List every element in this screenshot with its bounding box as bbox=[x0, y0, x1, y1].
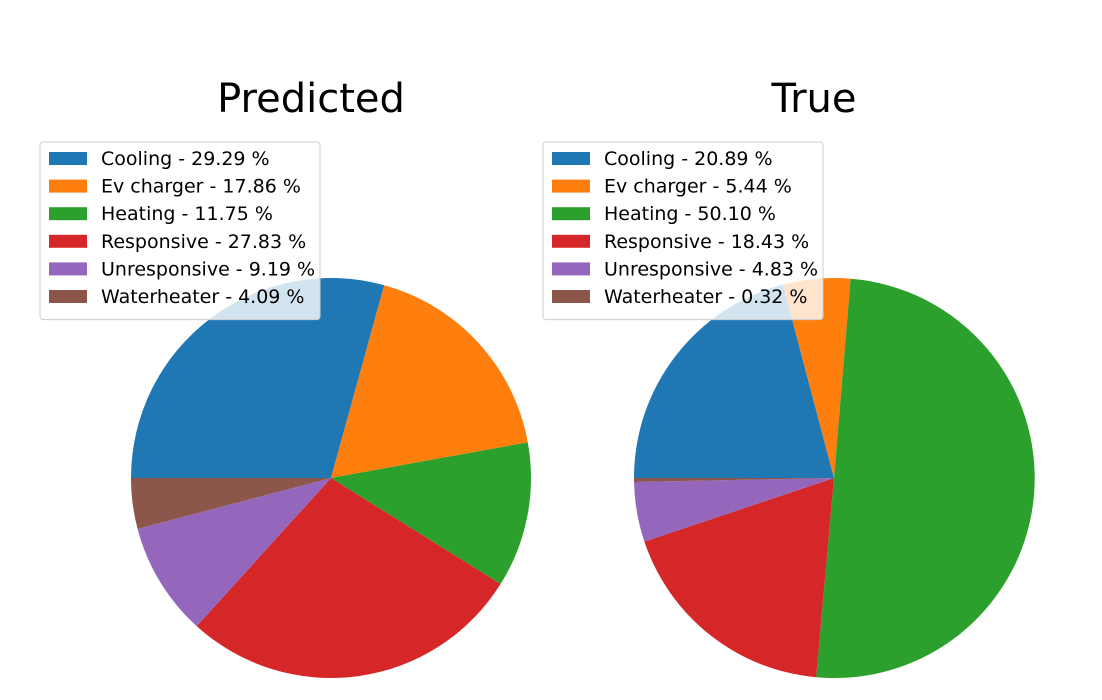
legend-swatch-responsive bbox=[552, 234, 590, 248]
legend-swatch-heating bbox=[552, 207, 590, 221]
pie-slice-heating bbox=[331, 442, 531, 585]
legend-swatch-ev-charger bbox=[49, 179, 87, 193]
pie-chart-true: True Cooling - 20.89 % Ev charger - 5.44 … bbox=[542, 76, 1035, 679]
legend-label-waterheater: Waterheater - 0.32 % bbox=[604, 286, 808, 308]
legend-swatch-responsive bbox=[49, 234, 87, 248]
legend-frame bbox=[39, 141, 321, 321]
chart-title-predicted: Predicted bbox=[217, 76, 405, 122]
legend-swatch-cooling bbox=[49, 152, 87, 165]
legend-frame bbox=[542, 141, 824, 321]
legend-true: Cooling - 20.89 % Ev charger - 5.44 % Heat… bbox=[542, 141, 824, 321]
pie-slice-unresponsive bbox=[137, 478, 331, 627]
legend-label-unresponsive: Unresponsive - 4.83 % bbox=[604, 258, 818, 280]
pie-chart-predicted: Predicted Cooling - 29.29 % Ev charger - … bbox=[39, 76, 531, 679]
pie-slices-predicted bbox=[131, 277, 531, 679]
legend-swatch-waterheater bbox=[552, 290, 590, 303]
pie-slices-true bbox=[634, 278, 1035, 679]
legend-swatch-ev-charger bbox=[552, 179, 590, 193]
pie-slice-cooling bbox=[634, 284, 834, 478]
legend-label-cooling: Cooling - 20.89 % bbox=[604, 148, 773, 170]
pie-slice-responsive bbox=[644, 478, 834, 678]
pie-slice-waterheater bbox=[634, 478, 834, 483]
pie-slice-unresponsive bbox=[634, 478, 834, 542]
pie-slice-waterheater bbox=[131, 478, 331, 529]
legend-label-heating: Heating - 11.75 % bbox=[101, 203, 273, 225]
legend-swatch-cooling bbox=[552, 152, 590, 165]
pie-slice-responsive bbox=[196, 478, 501, 679]
pie-slice-heating bbox=[816, 278, 1035, 679]
legend-label-responsive: Responsive - 27.83 % bbox=[101, 231, 306, 253]
legend-label-cooling: Cooling - 29.29 % bbox=[101, 148, 270, 170]
chart-title-true: True bbox=[771, 76, 857, 122]
legend-label-unresponsive: Unresponsive - 9.19 % bbox=[101, 258, 315, 280]
legend-swatch-unresponsive bbox=[552, 262, 590, 276]
legend-label-responsive: Responsive - 18.43 % bbox=[604, 231, 809, 253]
legend-label-waterheater: Waterheater - 4.09 % bbox=[101, 286, 305, 308]
legend-label-ev-charger: Ev charger - 17.86 % bbox=[101, 176, 301, 198]
pie-slice-cooling bbox=[131, 277, 385, 478]
legend-swatch-unresponsive bbox=[49, 262, 87, 276]
legend-predicted: Cooling - 29.29 % Ev charger - 17.86 % Hea… bbox=[39, 141, 321, 321]
legend-swatch-waterheater bbox=[49, 290, 87, 303]
legend-label-ev-charger: Ev charger - 5.44 % bbox=[604, 176, 792, 198]
legend-swatch-heating bbox=[49, 207, 87, 221]
legend-label-heating: Heating - 50.10 % bbox=[604, 203, 776, 225]
pie-slice-ev-charger bbox=[331, 285, 528, 478]
pie-slice-ev-charger bbox=[782, 278, 851, 478]
